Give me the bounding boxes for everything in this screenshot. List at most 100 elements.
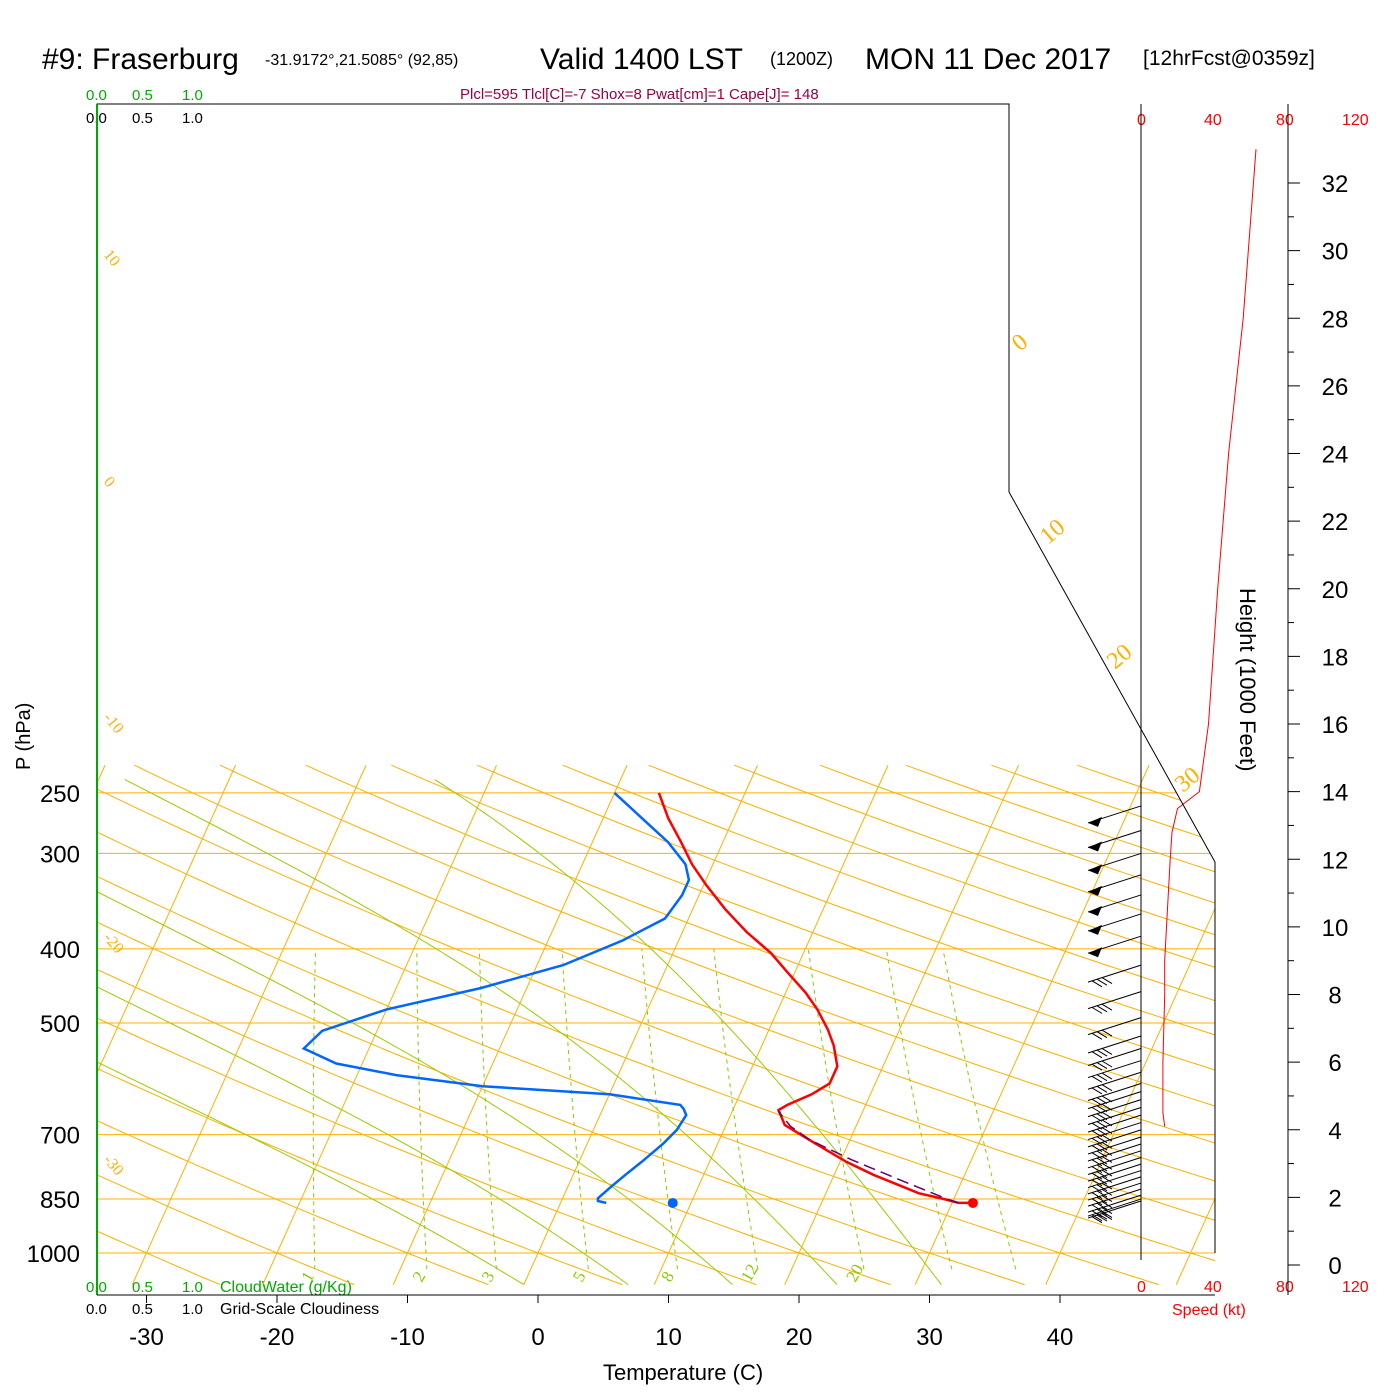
wind-barb-feather <box>1091 1192 1103 1200</box>
dry-adiabat <box>97 764 355 1286</box>
cloudiness-tick: 1.0 <box>182 1301 203 1318</box>
wind-barb-feather <box>1091 1204 1103 1212</box>
wind-barb-feather <box>1091 1051 1103 1059</box>
wind-barb-feather <box>1096 1196 1108 1204</box>
cloud-tick: 1.0 <box>182 87 203 104</box>
wind-speed-profile <box>1162 149 1257 1127</box>
wind-barb-feather <box>1091 1179 1103 1187</box>
speed-tick: 80 <box>1276 112 1294 129</box>
speed-tick: 80 <box>1276 1279 1294 1296</box>
wind-barb-feather <box>1101 1213 1113 1220</box>
cloud-tick: 0.0 <box>86 87 107 104</box>
wind-barb-feather <box>1101 1060 1113 1068</box>
dry-adiabat <box>97 764 1215 1286</box>
height-tick-label: 0 <box>1328 1253 1341 1280</box>
wind-barb-feather <box>1091 1006 1103 1014</box>
temperature-tick-label: 30 <box>916 1324 943 1351</box>
wind-barb-feather <box>1101 1029 1113 1037</box>
dry-adiabat <box>648 764 1215 1286</box>
pressure-tick-label: 700 <box>40 1123 80 1150</box>
wind-barb-feather <box>1101 1162 1113 1170</box>
wind-barb-staff <box>1087 1200 1142 1219</box>
temperature-tick-label: -10 <box>390 1324 425 1351</box>
surface-temperature-dot <box>967 1197 978 1208</box>
station-coords: -31.9172°,21.5085° (92,85) <box>265 52 458 69</box>
dry-adiabat <box>97 764 757 1286</box>
wind-barb-feather <box>1096 978 1108 986</box>
wind-barb-feather <box>1091 1032 1103 1040</box>
wind-barb-staff <box>1087 1122 1142 1141</box>
cloud-tick: 1.0 <box>182 1279 203 1296</box>
dry-adiabat <box>391 764 1215 1286</box>
temperature-tick-label: 10 <box>655 1324 682 1351</box>
height-tick-label: 26 <box>1322 374 1349 401</box>
pressure-tick-label: 400 <box>40 937 80 964</box>
dry-adiabat <box>97 764 221 1286</box>
utc-time: (1200Z) <box>770 49 833 69</box>
wind-barb-feather <box>1091 1198 1103 1206</box>
cloud-tick: 0.5 <box>132 87 153 104</box>
y-axis-label: P (hPa) <box>13 703 35 770</box>
height-tick-label: 32 <box>1322 171 1349 198</box>
isotherm-line <box>653 765 889 1285</box>
wind-barb-feather <box>1091 1185 1103 1193</box>
wind-barb-staff <box>1087 1071 1142 1090</box>
wind-barbs <box>1087 104 1257 1260</box>
dry-adiabat <box>97 764 891 1286</box>
dry-adiabat <box>305 764 1215 1286</box>
x-axis-label: Temperature (C) <box>603 1360 763 1385</box>
wind-barb-feather <box>1096 1214 1108 1222</box>
wind-barb-staff <box>1087 1091 1142 1110</box>
isotherm-line <box>784 765 1019 1285</box>
pressure-tick-label: 850 <box>40 1187 80 1214</box>
height-tick-label: 4 <box>1328 1118 1341 1145</box>
temperature-profile <box>657 792 973 1205</box>
dry-adiabat <box>97 764 1159 1286</box>
wind-barb-pennant <box>1088 885 1102 896</box>
mixing-ratio-line <box>478 948 497 1270</box>
profile-lines <box>301 791 978 1208</box>
height-tick-label: 20 <box>1322 577 1349 604</box>
speed-axis-label: Speed (kt) <box>1172 1302 1246 1319</box>
wind-barb-feather <box>1091 1216 1103 1224</box>
wind-barb-feather <box>1096 1202 1108 1210</box>
height-tick-label: 14 <box>1322 780 1349 807</box>
parcel-profile <box>777 1110 959 1204</box>
station-title: #9: Fraserburg <box>42 43 239 76</box>
wind-barb-pennant <box>1088 816 1102 827</box>
wind-barb-feather <box>1096 1208 1108 1216</box>
wind-barb-staff <box>1087 1017 1142 1036</box>
isotherm-line <box>97 765 236 1285</box>
height-tick-label: 16 <box>1322 712 1349 739</box>
wind-barb-feather <box>1101 1188 1113 1196</box>
wind-barb-feather <box>1101 1176 1113 1184</box>
pressure-tick-label: 1000 <box>27 1241 80 1268</box>
dry-adiabat <box>734 764 1215 1286</box>
wind-barb-staff <box>1087 1143 1142 1162</box>
wind-barb-feather <box>1091 1152 1103 1160</box>
height-tick-label: 6 <box>1328 1050 1341 1077</box>
pressure-tick-label: 250 <box>40 781 80 808</box>
wind-barb-pennant <box>1088 947 1102 958</box>
moist-adiabat <box>97 778 629 1286</box>
wind-barb-staff <box>1087 1188 1142 1207</box>
wind-barb-feather <box>1091 980 1103 988</box>
valid-time: Valid 1400 LST <box>540 43 743 76</box>
isotherm-line <box>392 765 628 1285</box>
wind-barb-feather <box>1096 1074 1108 1082</box>
wind-barb-feather <box>1096 1049 1108 1057</box>
stability-indices: Plcl=595 Tlcl[C]=-7 Shox=8 Pwat[cm]=1 Ca… <box>460 86 819 103</box>
mixing-ratio-line <box>312 948 316 1270</box>
wind-barb-feather <box>1096 1150 1108 1158</box>
isotherm-line <box>523 765 758 1285</box>
wind-barb-pennant <box>1088 841 1102 852</box>
temperature-tick-label: 20 <box>786 1324 813 1351</box>
height-tick-label: 10 <box>1322 915 1349 942</box>
dewpoint-profile <box>301 791 691 1205</box>
wind-barb-pennant <box>1088 905 1102 916</box>
isotherm-line <box>914 765 1150 1285</box>
mixing-ratio-line <box>416 948 428 1270</box>
cloudiness-tick: 1.0 <box>182 110 203 127</box>
dry-adiabat <box>219 764 1215 1286</box>
